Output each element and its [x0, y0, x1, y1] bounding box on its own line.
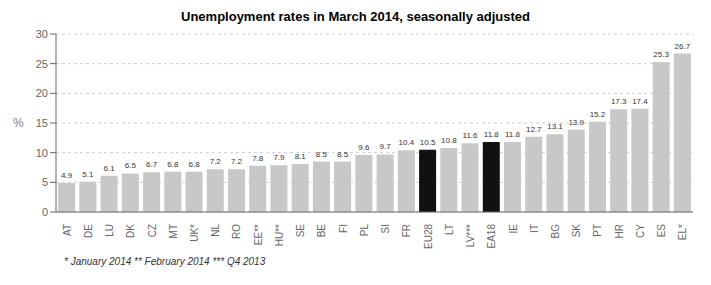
svg-text:PT: PT: [592, 224, 603, 237]
svg-text:10: 10: [36, 147, 48, 159]
svg-text:DK: DK: [125, 224, 136, 238]
svg-text:6.5: 6.5: [125, 161, 137, 170]
svg-text:LV***: LV***: [465, 224, 476, 247]
svg-text:7.2: 7.2: [231, 157, 243, 166]
svg-text:10.4: 10.4: [399, 138, 415, 147]
svg-text:15.2: 15.2: [590, 110, 606, 119]
svg-text:17.4: 17.4: [632, 97, 648, 106]
svg-text:11.8: 11.8: [505, 130, 521, 139]
svg-text:CY: CY: [635, 224, 646, 238]
svg-text:11.8: 11.8: [484, 130, 500, 139]
svg-text:EU28: EU28: [423, 224, 434, 249]
svg-text:EA18: EA18: [486, 224, 497, 249]
svg-text:RO: RO: [231, 224, 242, 239]
svg-text:8.5: 8.5: [337, 150, 349, 159]
svg-text:HR: HR: [614, 224, 625, 238]
svg-text:CZ: CZ: [147, 224, 158, 237]
svg-text:12.7: 12.7: [526, 125, 542, 134]
svg-text:8.5: 8.5: [316, 150, 328, 159]
svg-text:EE**: EE**: [253, 224, 264, 245]
svg-text:11.6: 11.6: [463, 131, 479, 140]
svg-text:PL: PL: [359, 224, 370, 237]
svg-text:6.7: 6.7: [146, 160, 158, 169]
svg-text:6.1: 6.1: [104, 164, 116, 173]
svg-text:FR: FR: [401, 224, 412, 237]
svg-text:20: 20: [36, 87, 48, 99]
svg-text:15: 15: [36, 117, 48, 129]
svg-text:10.5: 10.5: [420, 138, 436, 147]
svg-text:%: %: [13, 116, 24, 130]
html-text:* January 2014 ** February 201: * January 2014 ** February 2014 *** Q4 2…: [64, 256, 266, 267]
svg-text:13.9: 13.9: [568, 118, 584, 127]
svg-text:MT: MT: [168, 224, 179, 238]
svg-text:ES: ES: [656, 224, 667, 238]
svg-text:DE: DE: [83, 224, 94, 238]
html-text:Unemployment rates in March 20: Unemployment rates in March 2014, season…: [181, 9, 530, 24]
svg-text:SE: SE: [295, 224, 306, 238]
svg-text:UK*: UK*: [189, 224, 200, 242]
svg-text:IE: IE: [508, 224, 519, 234]
svg-text:FI: FI: [338, 224, 349, 233]
svg-text:8.1: 8.1: [295, 152, 307, 161]
svg-text:26.7: 26.7: [675, 42, 691, 51]
svg-text:9.6: 9.6: [358, 143, 370, 152]
svg-text:BG: BG: [550, 224, 561, 239]
svg-text:IT: IT: [529, 224, 540, 233]
svg-text:NL: NL: [210, 224, 221, 237]
svg-text:4.9: 4.9: [61, 171, 73, 180]
svg-text:LU: LU: [104, 224, 115, 237]
svg-text:30: 30: [36, 28, 48, 40]
svg-text:AT: AT: [62, 224, 73, 236]
svg-text:13.1: 13.1: [547, 122, 563, 131]
svg-text:10.8: 10.8: [441, 136, 457, 145]
svg-text:7.2: 7.2: [210, 157, 222, 166]
svg-text:17.3: 17.3: [611, 97, 627, 106]
svg-text:HU**: HU**: [274, 224, 285, 246]
svg-text:6.8: 6.8: [188, 160, 200, 169]
svg-text:BE: BE: [316, 224, 327, 238]
svg-text:25.3: 25.3: [653, 50, 669, 59]
svg-text:9.7: 9.7: [380, 142, 392, 151]
svg-text:SI: SI: [380, 224, 391, 233]
svg-text:7.9: 7.9: [273, 153, 285, 162]
svg-text:EL*: EL*: [677, 224, 688, 240]
svg-text:7.8: 7.8: [252, 154, 264, 163]
svg-text:5: 5: [42, 176, 48, 188]
svg-text:SK: SK: [571, 224, 582, 238]
svg-text:5.1: 5.1: [82, 170, 94, 179]
svg-text:0: 0: [42, 206, 48, 218]
svg-text:LT: LT: [444, 224, 455, 235]
svg-text:25: 25: [36, 58, 48, 70]
svg-text:6.8: 6.8: [167, 160, 179, 169]
